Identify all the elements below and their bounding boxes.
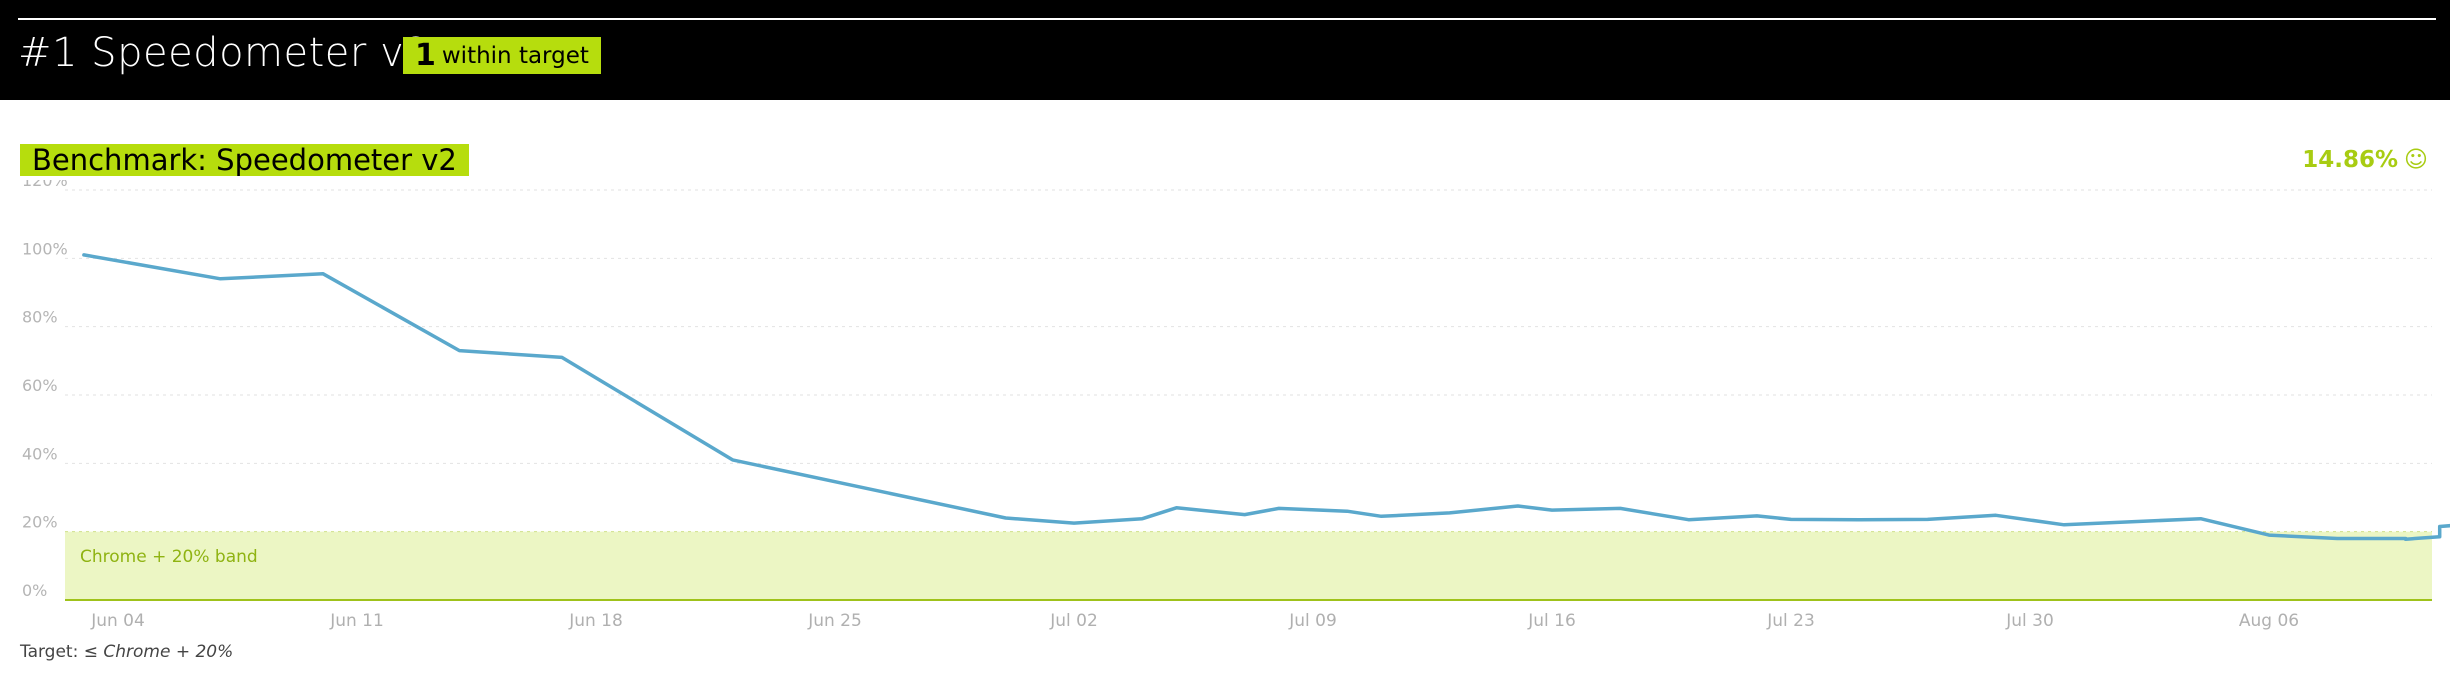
benchmark-title: Benchmark: Speedometer v2 — [20, 144, 469, 176]
within-target-label: within target — [441, 42, 589, 69]
x-tick-label: Jun 04 — [90, 611, 145, 631]
series-line — [82, 253, 2450, 541]
x-tick-label: Jul 02 — [1049, 611, 1098, 631]
y-tick-label: 40% — [22, 444, 58, 463]
target-footnote-prefix: Target: ≤ — [20, 642, 104, 662]
within-target-count: 1 — [415, 38, 436, 73]
y-tick-label: 60% — [22, 376, 58, 395]
x-tick-label: Jul 09 — [1288, 611, 1337, 631]
benchmark-score: 14.86% ☺ — [2302, 144, 2428, 176]
smiley-face-icon: ☺ — [2404, 147, 2428, 173]
y-tick-label: 80% — [22, 308, 58, 327]
target-band — [65, 531, 2432, 600]
target-footnote: Target: ≤ Chrome + 20% — [20, 642, 233, 662]
x-tick-label: Jul 30 — [2005, 611, 2054, 631]
page-header: #1 Speedometer v2 1 within target — [0, 0, 2450, 100]
x-tick-label: Aug 06 — [2239, 611, 2299, 631]
y-tick-label: 100% — [22, 239, 68, 258]
target-band-label: Chrome + 20% band — [80, 547, 258, 567]
header-divider — [18, 18, 2436, 20]
target-footnote-value: Chrome + 20% — [103, 642, 234, 662]
page-title: #1 Speedometer v2 — [18, 30, 431, 76]
benchmark-score-value: 14.86% — [2302, 147, 2399, 173]
x-tick-label: Jun 25 — [807, 611, 862, 631]
y-tick-label: 120% — [22, 180, 68, 190]
x-tick-label: Jun 11 — [329, 611, 384, 631]
benchmark-line-chart: Chrome + 20% band 0% 20% 40% 60% 80% 100% 120% J… — [22, 180, 2450, 631]
x-tick-label: Jul 23 — [1766, 611, 1815, 631]
y-tick-label: 0% — [22, 581, 47, 600]
within-target-badge: 1 within target — [403, 37, 601, 74]
y-tick-label: 20% — [22, 513, 58, 532]
x-tick-label: Jun 18 — [568, 611, 623, 631]
x-tick-label: Jul 16 — [1527, 611, 1576, 631]
